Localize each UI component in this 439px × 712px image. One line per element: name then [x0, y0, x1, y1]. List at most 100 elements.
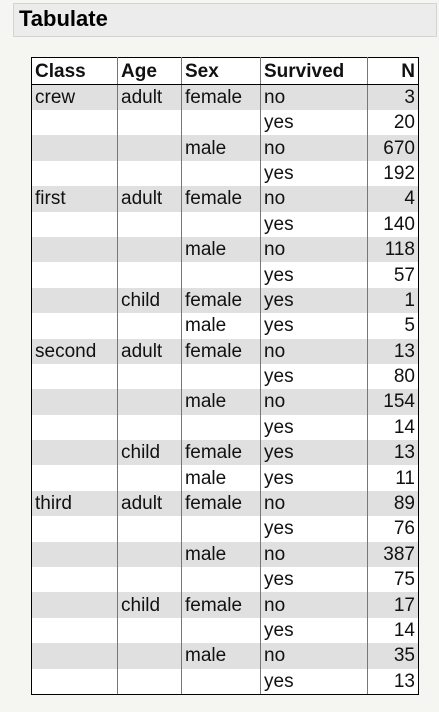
table-row[interactable]: second adult female no 13 [31, 338, 419, 364]
sex-cell: male [181, 389, 261, 415]
column-header-n[interactable]: N [367, 57, 419, 85]
sex-cell: female [181, 440, 261, 466]
table-row[interactable]: yes 13 [31, 668, 419, 695]
class-cell: third [31, 490, 118, 517]
class-cell [31, 262, 118, 288]
survived-cell: yes [260, 313, 368, 339]
n-cell: 80 [367, 363, 419, 390]
age-cell: adult [117, 186, 182, 212]
class-cell [31, 110, 118, 136]
tabulate-panel-header: Tabulate [13, 3, 437, 37]
class-cell [31, 440, 118, 466]
age-cell: adult [117, 338, 182, 364]
class-cell [31, 516, 118, 542]
n-cell: 192 [367, 160, 419, 187]
class-cell [31, 541, 118, 568]
sex-cell [181, 363, 261, 390]
sex-cell: male [181, 135, 261, 161]
class-cell: second [31, 338, 118, 364]
class-cell [31, 160, 118, 187]
n-cell: 670 [367, 135, 419, 161]
survived-cell: no [260, 490, 368, 517]
column-header-age[interactable]: Age [117, 57, 182, 85]
sex-cell [181, 567, 261, 593]
survived-cell: no [260, 541, 368, 568]
n-cell: 14 [367, 414, 419, 441]
age-cell [117, 643, 182, 669]
table-row[interactable]: yes 57 [31, 262, 419, 288]
table-row[interactable]: yes 140 [31, 211, 419, 237]
table-row[interactable]: male no 670 [31, 135, 419, 161]
class-cell [31, 363, 118, 390]
sex-cell: male [181, 465, 261, 491]
table-row[interactable]: yes 20 [31, 110, 419, 136]
class-cell [31, 617, 118, 644]
survived-cell: no [260, 135, 368, 161]
table-row[interactable]: yes 76 [31, 516, 419, 542]
sex-cell: male [181, 313, 261, 339]
n-cell: 4 [367, 186, 419, 212]
age-cell [117, 389, 182, 415]
column-header-class[interactable]: Class [31, 57, 118, 85]
table-body: crew adult female no 3 yes 20 male no 670 yes 192 fi… [31, 84, 419, 695]
n-cell: 387 [367, 541, 419, 568]
table-row[interactable]: male no 118 [31, 236, 419, 263]
class-cell [31, 287, 118, 314]
age-cell [117, 135, 182, 161]
age-cell [117, 363, 182, 390]
table-row[interactable]: yes 14 [31, 617, 419, 644]
n-cell: 20 [367, 110, 419, 136]
survived-cell: yes [260, 617, 368, 644]
survived-cell: yes [260, 211, 368, 237]
age-cell: child [117, 592, 182, 618]
sex-cell: female [181, 287, 261, 314]
sex-cell [181, 160, 261, 187]
n-cell: 3 [367, 84, 419, 110]
table-row[interactable]: child female yes 13 [31, 440, 419, 466]
n-cell: 35 [367, 643, 419, 669]
table-row[interactable]: crew adult female no 3 [31, 84, 419, 110]
age-cell: child [117, 287, 182, 314]
age-cell: child [117, 440, 182, 466]
age-cell [117, 262, 182, 288]
sex-cell: male [181, 236, 261, 263]
n-cell: 13 [367, 338, 419, 364]
table-row[interactable]: yes 192 [31, 160, 419, 187]
age-cell: adult [117, 490, 182, 517]
age-cell [117, 668, 182, 695]
column-header-survived[interactable]: Survived [260, 57, 368, 85]
survived-cell: no [260, 643, 368, 669]
age-cell [117, 541, 182, 568]
n-cell: 17 [367, 592, 419, 618]
n-cell: 13 [367, 668, 419, 695]
table-row[interactable]: male yes 11 [31, 465, 419, 491]
table-row[interactable]: child female no 17 [31, 592, 419, 618]
age-cell: adult [117, 84, 182, 110]
class-cell [31, 465, 118, 491]
survived-cell: yes [260, 567, 368, 593]
class-cell [31, 668, 118, 695]
table-row[interactable]: yes 75 [31, 567, 419, 593]
table-row[interactable]: male yes 5 [31, 313, 419, 339]
table-row[interactable]: first adult female no 4 [31, 186, 419, 212]
survived-cell: no [260, 389, 368, 415]
survived-cell: yes [260, 363, 368, 390]
n-cell: 57 [367, 262, 419, 288]
n-cell: 140 [367, 211, 419, 237]
column-header-sex[interactable]: Sex [181, 57, 261, 85]
table-row[interactable]: yes 80 [31, 363, 419, 390]
table-row[interactable]: male no 35 [31, 643, 419, 669]
table-row[interactable]: yes 14 [31, 414, 419, 441]
survived-cell: yes [260, 414, 368, 441]
class-cell [31, 414, 118, 441]
age-cell [117, 313, 182, 339]
table-row[interactable]: third adult female no 89 [31, 490, 419, 517]
sex-cell [181, 262, 261, 288]
class-cell [31, 211, 118, 237]
n-cell: 118 [367, 236, 419, 263]
class-cell: first [31, 186, 118, 212]
sex-cell [181, 617, 261, 644]
table-row[interactable]: male no 387 [31, 541, 419, 568]
table-row[interactable]: male no 154 [31, 389, 419, 415]
table-row[interactable]: child female yes 1 [31, 287, 419, 314]
